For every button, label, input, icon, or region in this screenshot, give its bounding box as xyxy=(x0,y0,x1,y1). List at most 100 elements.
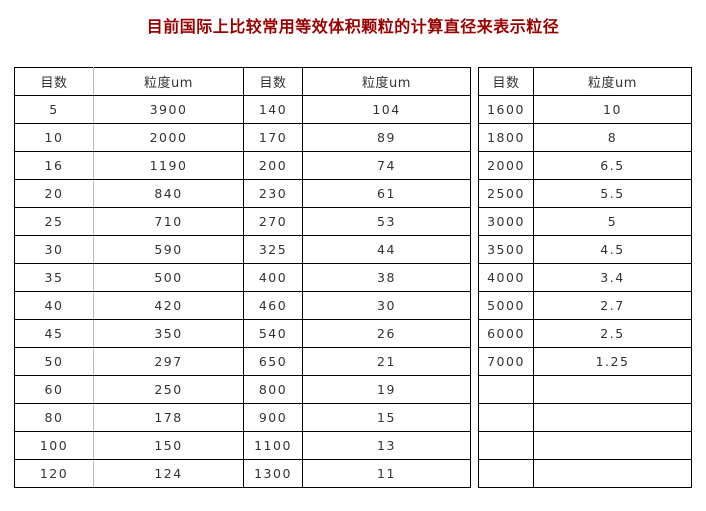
cell: 20 xyxy=(14,179,94,208)
column-header: 粒度um xyxy=(93,67,244,96)
cell: 10 xyxy=(14,123,94,152)
table-row: 45 350 540 26 xyxy=(14,319,471,348)
cell: 30 xyxy=(14,235,94,264)
cell: 250 xyxy=(93,375,244,404)
table-row: 80 178 900 15 xyxy=(14,403,471,432)
table-row: 5000 2.7 xyxy=(478,291,692,320)
cell: 89 xyxy=(302,123,471,152)
header-row: 目数 粒度um 目数 粒度um xyxy=(14,67,471,96)
cell: 7000 xyxy=(478,347,534,376)
cell: 150 xyxy=(93,431,244,460)
column-header: 目数 xyxy=(243,67,303,96)
cell: 44 xyxy=(302,235,471,264)
cell: 11 xyxy=(302,459,471,488)
cell: 3.4 xyxy=(533,263,692,292)
table-row: 30 590 325 44 xyxy=(14,235,471,264)
cell: 170 xyxy=(243,123,303,152)
cell: 26 xyxy=(302,319,471,348)
cell: 30 xyxy=(302,291,471,320)
cell: 2000 xyxy=(478,151,534,180)
cell: 800 xyxy=(243,375,303,404)
cell: 5000 xyxy=(478,291,534,320)
cell: 460 xyxy=(243,291,303,320)
cell: 2000 xyxy=(93,123,244,152)
cell xyxy=(533,403,692,432)
cell: 6000 xyxy=(478,319,534,348)
cell: 53 xyxy=(302,207,471,236)
cell: 50 xyxy=(14,347,94,376)
cell: 400 xyxy=(243,263,303,292)
table-row xyxy=(478,375,692,404)
cell: 25 xyxy=(14,207,94,236)
table-row: 2000 6.5 xyxy=(478,151,692,180)
column-header: 目数 xyxy=(478,67,534,96)
table-row: 1600 10 xyxy=(478,95,692,124)
cell: 178 xyxy=(93,403,244,432)
table-row: 20 840 230 61 xyxy=(14,179,471,208)
cell: 325 xyxy=(243,235,303,264)
cell: 5.5 xyxy=(533,179,692,208)
cell: 15 xyxy=(302,403,471,432)
cell: 540 xyxy=(243,319,303,348)
table-row: 1800 8 xyxy=(478,123,692,152)
cell: 297 xyxy=(93,347,244,376)
cell xyxy=(533,431,692,460)
cell: 1190 xyxy=(93,151,244,180)
cell: 200 xyxy=(243,151,303,180)
cell: 420 xyxy=(93,291,244,320)
cell: 10 xyxy=(533,95,692,124)
cell: 40 xyxy=(14,291,94,320)
cell: 16 xyxy=(14,151,94,180)
cell: 60 xyxy=(14,375,94,404)
cell xyxy=(478,459,534,488)
table-row: 25 710 270 53 xyxy=(14,207,471,236)
cell: 1800 xyxy=(478,123,534,152)
mesh-particle-size-table-right: 目数 粒度um 1600 10 1800 8 2000 6.5 2500 5.5 3000 5 3500… xyxy=(478,67,692,488)
cell: 4.5 xyxy=(533,235,692,264)
cell: 38 xyxy=(302,263,471,292)
cell xyxy=(533,375,692,404)
cell: 45 xyxy=(14,319,94,348)
table-row: 7000 1.25 xyxy=(478,347,692,376)
cell: 2.7 xyxy=(533,291,692,320)
table-row: 50 297 650 21 xyxy=(14,347,471,376)
table-row: 10 2000 170 89 xyxy=(14,123,471,152)
cell: 840 xyxy=(93,179,244,208)
cell xyxy=(478,375,534,404)
cell: 650 xyxy=(243,347,303,376)
cell: 900 xyxy=(243,403,303,432)
cell: 3900 xyxy=(93,95,244,124)
table-row: 120 124 1300 11 xyxy=(14,459,471,488)
cell: 13 xyxy=(302,431,471,460)
table-row xyxy=(478,459,692,488)
tables-container: 目数 粒度um 目数 粒度um 5 3900 140 104 10 2000 170 89 16 1190… xyxy=(14,67,692,488)
cell: 3000 xyxy=(478,207,534,236)
page-title: 目前国际上比较常用等效体积颗粒的计算直径来表示粒径 xyxy=(146,17,560,36)
cell xyxy=(533,459,692,488)
cell: 124 xyxy=(93,459,244,488)
mesh-particle-size-table-left: 目数 粒度um 目数 粒度um 5 3900 140 104 10 2000 170 89 16 1190… xyxy=(14,67,471,488)
cell: 2.5 xyxy=(533,319,692,348)
table-row: 2500 5.5 xyxy=(478,179,692,208)
cell xyxy=(478,403,534,432)
column-header: 目数 xyxy=(14,67,94,96)
table-row: 3500 4.5 xyxy=(478,235,692,264)
cell: 4000 xyxy=(478,263,534,292)
cell: 5 xyxy=(14,95,94,124)
column-header: 粒度um xyxy=(302,67,471,96)
cell: 140 xyxy=(243,95,303,124)
cell: 1100 xyxy=(243,431,303,460)
cell: 1600 xyxy=(478,95,534,124)
cell: 100 xyxy=(14,431,94,460)
header-row: 目数 粒度um xyxy=(478,67,692,96)
cell: 21 xyxy=(302,347,471,376)
table-row: 6000 2.5 xyxy=(478,319,692,348)
cell: 230 xyxy=(243,179,303,208)
cell: 350 xyxy=(93,319,244,348)
table-row: 5 3900 140 104 xyxy=(14,95,471,124)
table-row xyxy=(478,431,692,460)
cell: 19 xyxy=(302,375,471,404)
cell: 80 xyxy=(14,403,94,432)
cell: 61 xyxy=(302,179,471,208)
table-row: 100 150 1100 13 xyxy=(14,431,471,460)
